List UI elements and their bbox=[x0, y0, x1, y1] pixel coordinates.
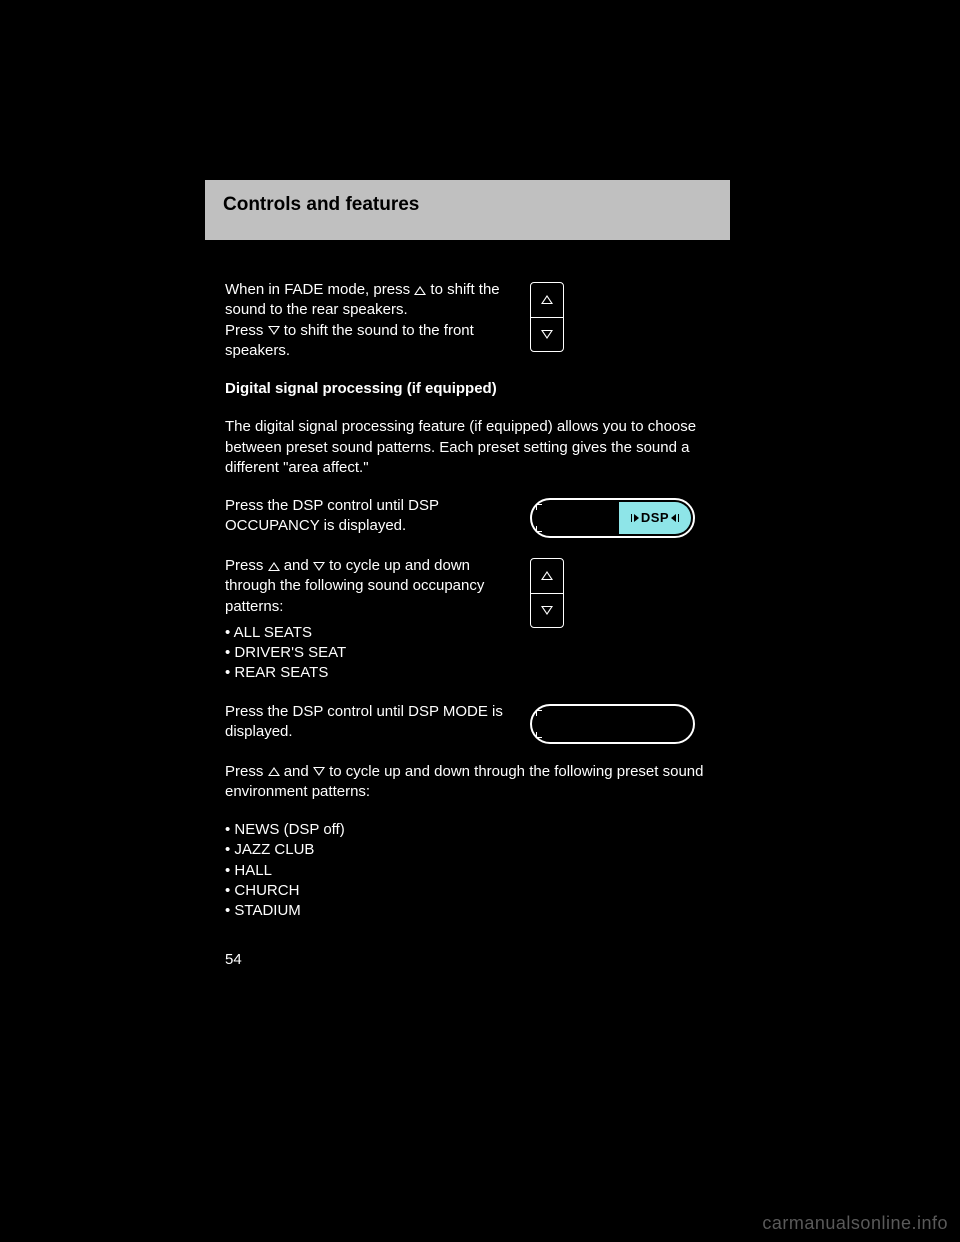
list-item: • STADIUM bbox=[225, 901, 710, 921]
fade-line2a: Press bbox=[225, 322, 263, 339]
list-item: • CHURCH bbox=[225, 881, 710, 901]
list-item: • JAZZ CLUB bbox=[225, 840, 710, 860]
section-title: Controls and features bbox=[223, 194, 712, 216]
dsp-pill-button[interactable]: DSP bbox=[530, 498, 695, 538]
up-down-rocker[interactable] bbox=[530, 282, 564, 352]
dsp-occupancy-row: Press the DSP control until DSP OCCUPANC… bbox=[225, 496, 710, 538]
dsp-chip: DSP bbox=[619, 502, 691, 534]
triangle-down-icon bbox=[268, 326, 280, 335]
dsp-description: The digital signal processing feature (i… bbox=[225, 417, 710, 478]
cycle-a: Press bbox=[225, 557, 263, 574]
dsp-mode-cycle: Press and to cycle up and down through t… bbox=[225, 762, 710, 803]
list-item: • NEWS (DSP off) bbox=[225, 820, 710, 840]
list-item: • ALL SEATS bbox=[225, 623, 510, 643]
mode-a: Press bbox=[225, 763, 263, 780]
mode-b: and bbox=[284, 763, 309, 780]
dsp-cycle-row: Press and to cycle up and down through t… bbox=[225, 556, 710, 684]
triangle-up-icon bbox=[268, 562, 280, 571]
dsp-mode-text: Press the DSP control until DSP MODE is … bbox=[225, 702, 510, 744]
dsp-mode-pill[interactable] bbox=[530, 704, 695, 744]
dsp-label: DSP bbox=[641, 509, 669, 527]
dsp-cycle-text: Press and to cycle up and down through t… bbox=[225, 556, 510, 684]
list-item: • DRIVER'S SEAT bbox=[225, 643, 510, 663]
rocker-down-icon bbox=[541, 606, 553, 615]
triangle-down-icon bbox=[313, 562, 325, 571]
fade-line2b: to shift the sound to the front speakers… bbox=[225, 322, 474, 359]
manual-page: Controls and features When in FADE mode,… bbox=[205, 180, 730, 968]
up-down-rocker[interactable] bbox=[530, 558, 564, 628]
list-item: • HALL bbox=[225, 861, 710, 881]
dsp-mode-row: Press the DSP control until DSP MODE is … bbox=[225, 702, 710, 744]
triangle-up-icon bbox=[268, 767, 280, 776]
section-header: Controls and features bbox=[205, 180, 730, 240]
cycle-c: to cycle up and down through the followi… bbox=[225, 557, 484, 615]
dsp-heading-text: Digital signal processing (if equipped) bbox=[225, 380, 497, 397]
fade-text: When in FADE mode, press to shift the so… bbox=[225, 280, 510, 361]
page-number: 54 bbox=[205, 951, 730, 968]
triangle-up-icon bbox=[414, 286, 426, 295]
watermark: carmanualsonline.info bbox=[762, 1213, 948, 1234]
triangle-down-icon bbox=[313, 767, 325, 776]
rocker-up-icon bbox=[541, 295, 553, 304]
page-content: When in FADE mode, press to shift the so… bbox=[205, 240, 730, 921]
dsp-occupancy-text: Press the DSP control until DSP OCCUPANC… bbox=[225, 496, 510, 538]
rocker-up-icon bbox=[541, 571, 553, 580]
list-item: • REAR SEATS bbox=[225, 663, 510, 683]
rocker-down-icon bbox=[541, 330, 553, 339]
dsp-heading: Digital signal processing (if equipped) bbox=[225, 379, 710, 399]
fade-instruction-row: When in FADE mode, press to shift the so… bbox=[225, 280, 710, 361]
fade-line1: When in FADE mode, press bbox=[225, 281, 410, 298]
cycle-b: and bbox=[284, 557, 309, 574]
